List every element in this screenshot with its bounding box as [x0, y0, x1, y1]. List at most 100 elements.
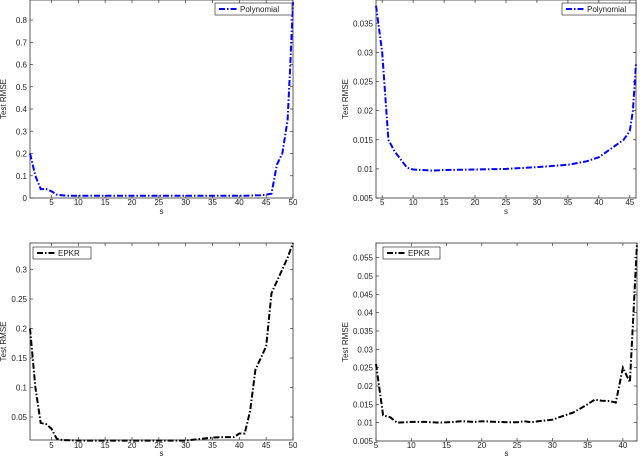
x-tick-label: 50 — [289, 198, 298, 207]
y-axis-label: Test RMSE — [341, 79, 350, 119]
legend-label: EPKR — [58, 249, 80, 258]
x-tick-label: 20 — [471, 198, 480, 207]
y-tick-label: 0.05 — [11, 413, 27, 422]
y-tick-label: 0.01 — [357, 165, 373, 174]
series-line-epkr — [375, 242, 638, 424]
y-tick-label: 0.2 — [16, 325, 28, 334]
y-tick-label: 0.25 — [11, 295, 27, 304]
x-tick-label: 25 — [154, 198, 163, 207]
x-tick-label: 40 — [235, 441, 244, 450]
x-tick-label: 45 — [625, 198, 634, 207]
y-tick-label: 0.4 — [16, 105, 28, 114]
axes-box — [375, 242, 638, 442]
y-tick-label: 0.3 — [16, 266, 28, 275]
x-tick-label: 25 — [513, 441, 522, 450]
y-axis-label: Test RMSE — [0, 321, 8, 361]
x-tick-label: 40 — [618, 441, 627, 450]
y-tick-label: 0.05 — [357, 272, 373, 281]
x-tick-label: 30 — [548, 441, 557, 450]
y-tick-label: 0.7 — [16, 38, 28, 47]
x-tick-label: 5 — [374, 441, 379, 450]
x-tick-label: 15 — [440, 198, 449, 207]
axes-box — [29, 0, 294, 199]
x-tick-label: 35 — [583, 441, 592, 450]
legend: Polynomial — [561, 2, 637, 16]
y-tick-label: 0.8 — [16, 16, 28, 25]
x-tick-label: 15 — [101, 198, 110, 207]
x-axis-label: s — [504, 207, 508, 216]
legend-label: EPKR — [408, 249, 430, 258]
x-tick-label: 10 — [407, 441, 416, 450]
axes-box — [375, 0, 637, 199]
legend-label: Polynomial — [240, 5, 279, 14]
x-tick-label: 10 — [74, 441, 83, 450]
y-tick-label: 0.03 — [357, 48, 373, 57]
x-tick-label: 50 — [289, 441, 298, 450]
subplot-4: 5 10 15 20 25 30 35 40 0.005 0.01 0.015 0.02 0.025 0.… — [341, 242, 638, 458]
x-tick-label: 25 — [154, 441, 163, 450]
y-tick-label: 0.2 — [16, 150, 28, 159]
axes-box — [29, 242, 294, 441]
x-tick-label: 5 — [49, 441, 54, 450]
y-tick-label: 0.035 — [353, 19, 374, 28]
x-tick-label: 35 — [208, 441, 217, 450]
subplot-1: 5 10 15 20 25 30 35 40 45 50 0 0.1 0.2 0.3 0.4 0.5 0.6 0.… — [0, 0, 298, 216]
x-axis-label: s — [505, 449, 509, 458]
y-tick-label: 0.035 — [353, 327, 374, 336]
y-tick-label: 0.055 — [353, 254, 374, 263]
series-line-polynomial — [375, 5, 637, 172]
y-tick-label: 0 — [23, 194, 28, 203]
y-tick-label: 0.15 — [11, 354, 27, 363]
x-tick-label: 30 — [532, 198, 541, 207]
y-tick-label: 0.02 — [357, 382, 373, 391]
subplot-3: 5 10 15 20 25 30 35 40 45 50 0.05 0.1 0.15 0.2 0.25 0.3… — [0, 242, 298, 458]
y-tick-label: 0.02 — [357, 107, 373, 116]
x-tick-label: 25 — [502, 198, 511, 207]
legend-box — [32, 246, 92, 260]
legend-box — [561, 2, 637, 16]
y-tick-label: 0.6 — [16, 61, 28, 70]
x-tick-label: 20 — [128, 198, 137, 207]
x-tick-label: 10 — [74, 198, 83, 207]
x-tick-label: 40 — [235, 198, 244, 207]
series-line-epkr — [29, 242, 294, 442]
x-tick-label: 5 — [49, 198, 54, 207]
y-tick-label: 0.1 — [16, 384, 28, 393]
x-tick-label: 40 — [594, 198, 603, 207]
y-axis-label: Test RMSE — [0, 79, 8, 119]
series-line-polynomial — [29, 2, 294, 197]
legend: EPKR — [382, 246, 441, 260]
legend-box — [214, 2, 293, 16]
y-tick-label: 0.005 — [353, 194, 374, 203]
x-tick-label: 35 — [563, 198, 572, 207]
legend-box — [382, 246, 441, 260]
x-axis-label: s — [160, 449, 164, 458]
x-tick-label: 30 — [181, 441, 190, 450]
legend: Polynomial — [214, 2, 293, 16]
x-tick-label: 5 — [380, 198, 385, 207]
x-tick-label: 45 — [262, 198, 271, 207]
x-tick-label: 35 — [208, 198, 217, 207]
x-tick-label: 45 — [262, 441, 271, 450]
legend: EPKR — [32, 246, 92, 260]
y-tick-label: 0.025 — [353, 364, 374, 373]
legend-label: Polynomial — [587, 5, 626, 14]
x-tick-label: 15 — [442, 441, 451, 450]
x-tick-label: 10 — [409, 198, 418, 207]
y-tick-label: 0.1 — [16, 172, 28, 181]
y-tick-label: 0.3 — [16, 127, 28, 136]
y-tick-label: 0.015 — [353, 400, 374, 409]
x-tick-label: 20 — [128, 441, 137, 450]
y-tick-label: 0.01 — [357, 419, 373, 428]
x-tick-label: 30 — [181, 198, 190, 207]
y-tick-label: 0.03 — [357, 345, 373, 354]
x-tick-label: 15 — [101, 441, 110, 450]
y-tick-label: 0.025 — [353, 78, 374, 87]
y-axis-label: Test RMSE — [341, 322, 350, 362]
x-axis-label: s — [160, 207, 164, 216]
y-tick-label: 0.015 — [353, 136, 374, 145]
y-tick-label: 0.005 — [353, 437, 374, 446]
x-tick-label: 20 — [477, 441, 486, 450]
subplot-2: 5 10 15 20 25 30 35 40 45 0.005 0.01 0.015 0.02 0.025… — [341, 0, 637, 216]
